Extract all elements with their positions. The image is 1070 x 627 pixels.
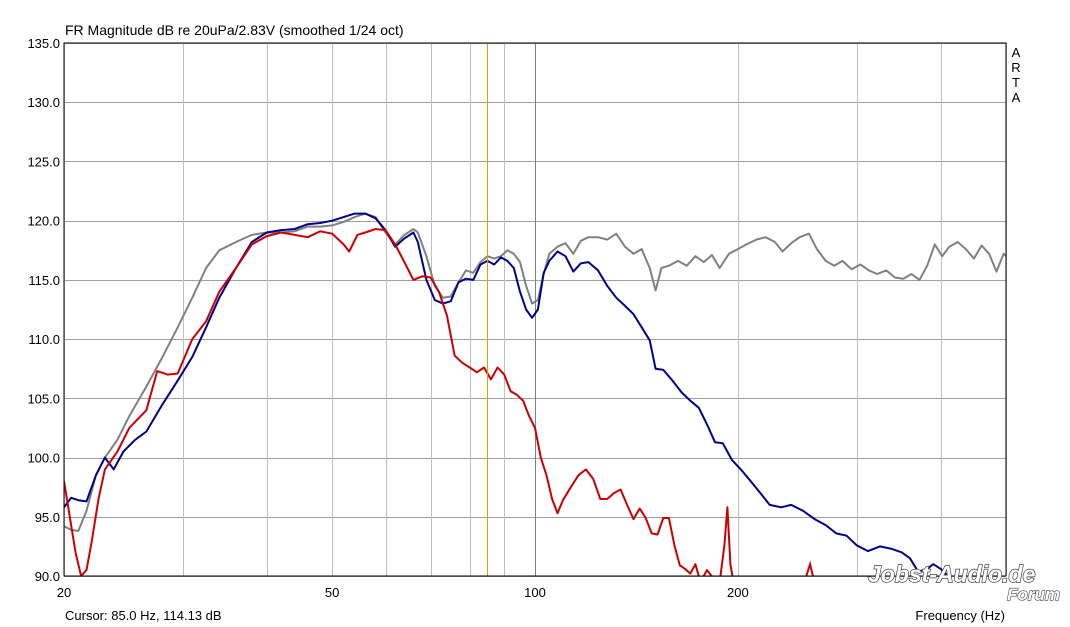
series-group [64,212,1006,576]
y-tick-label: 135.0 [27,36,60,51]
y-axis-ticks: 90.0 95.0 100.0 105.0 110.0 115.0 120.0 125.0 13… [27,36,60,584]
grid [64,43,1007,577]
x-tick-label: 20 [57,585,71,600]
y-tick-label: 130.0 [27,95,60,110]
x-axis-label: Frequency (Hz) [915,608,1005,623]
brand-letter: T [1012,75,1020,90]
y-tick-label: 110.0 [28,332,60,347]
brand-letter: R [1011,60,1020,75]
x-tick-label: 50 [325,585,339,600]
watermark-logo: Jobst-Audio.de [868,561,1036,587]
brand-letter: A [1012,45,1021,60]
y-tick-label: 95.0 [35,510,60,525]
brand-letter: A [1012,90,1021,105]
y-tick-label: 105.0 [27,391,60,406]
x-tick-label: 100 [524,585,546,600]
x-tick-label: 200 [727,585,749,600]
x-axis-ticks: 20 50 100 200 [57,585,749,600]
y-tick-label: 125.0 [27,154,60,169]
y-tick-label: 120.0 [27,214,60,229]
series-gray-line [64,212,1006,532]
y-tick-label: 115.0 [28,273,60,288]
y-tick-label: 90.0 [35,569,60,584]
series-blue-line [64,212,949,576]
y-tick-label: 100.0 [27,451,60,466]
series-red-line [64,228,734,576]
watermark-forum: Forum [1007,585,1060,604]
cursor-readout: Cursor: 85.0 Hz, 114.13 dB [65,608,222,623]
chart-title: FR Magnitude dB re 20uPa/2.83V (smoothed… [65,22,404,38]
plot-frame [63,42,1007,577]
series-red-line-fragment [805,560,814,576]
